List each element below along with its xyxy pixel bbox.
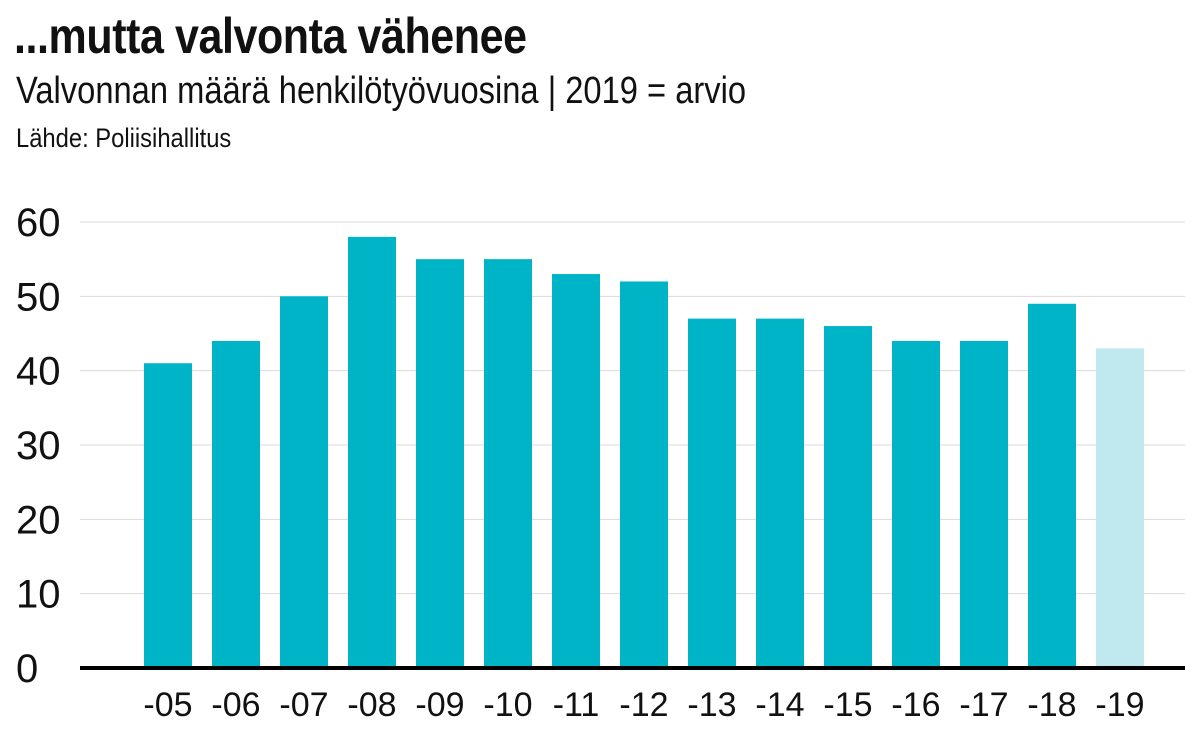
x-tick-label: -13 [687,686,736,724]
x-tick-label: -12 [619,686,668,724]
chart-subtitle: Valvonnan määrä henkilötyövuosina | 2019… [16,70,747,112]
x-tick-label: -05 [143,686,192,724]
x-tick-label: -17 [959,686,1008,724]
bar-10 [484,259,532,668]
y-tick-label: 20 [16,498,61,542]
x-tick-label: -08 [347,686,396,724]
x-tick-label: -10 [483,686,532,724]
bar-16 [892,340,940,668]
bar-09 [416,259,464,668]
bar-14 [756,318,804,668]
bar-18 [1028,303,1076,668]
bar-13 [688,318,736,668]
y-tick-label: 40 [16,350,61,394]
x-tick-label: -15 [823,686,872,724]
bar-15 [824,326,872,668]
x-tick-label: -16 [891,686,940,724]
bar-11 [552,274,600,668]
bar-17 [960,340,1008,668]
x-tick-label: -06 [211,686,260,724]
bar-19 [1096,348,1144,668]
bar-07 [280,296,328,668]
x-tick-label: -14 [755,686,804,724]
x-tick-label: -11 [553,686,600,724]
y-tick-label: 10 [16,573,61,617]
x-axis-ticks: -05 -06 -07 -08 -09 -10 -11 -12 -13 -14 -15 -16 -17-… [143,686,1144,724]
x-tick-label: -19 [1095,686,1144,724]
bars [144,236,1144,668]
x-tick-label: -09 [415,686,464,724]
bar-12 [620,281,668,668]
x-tick-label: -07 [279,686,328,724]
y-tick-label: 50 [16,275,61,319]
y-tick-label: 60 [16,201,61,245]
bar-05 [144,363,192,668]
x-tick-label: -18 [1027,686,1076,724]
chart-source: Lähde: Poliisihallitus [16,123,232,153]
bar-06 [212,340,260,668]
bar-08 [348,236,396,668]
y-axis-ticks: 0 10 20 30 40 50 60 [16,201,61,691]
chart-title: ...mutta valvonta vähenee [14,8,527,64]
y-tick-label: 30 [16,424,61,468]
y-tick-label: 0 [16,647,38,691]
